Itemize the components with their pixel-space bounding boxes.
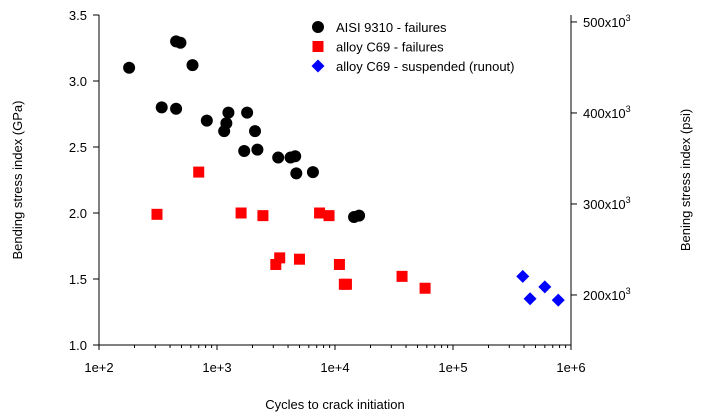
- data-point-square: [396, 270, 408, 282]
- legend-marker-square: [312, 41, 324, 52]
- x-axis-ticks: 1e+2 1e+3 1e+4 1e+5 1e+6: [84, 345, 586, 375]
- y-tick-label: 3.0: [69, 74, 87, 89]
- y-axis-ticks: 1.0 1.5 2.0 2.5 3.0 3.5: [69, 8, 99, 353]
- data-point-circle: [238, 144, 251, 157]
- data-point-diamond: [551, 293, 565, 307]
- data-point-circle: [241, 106, 254, 119]
- y2-tick-label: 500x103: [583, 13, 631, 30]
- data-point-square: [314, 207, 326, 219]
- data-point-square: [340, 278, 352, 290]
- data-point-circle: [220, 117, 233, 130]
- x-tick-label: 1e+3: [202, 360, 231, 375]
- data-point-square: [293, 253, 305, 265]
- y2-axis-ticks: 200x103 300x103 400x103 500x103: [571, 13, 631, 303]
- y-tick-label: 1.0: [69, 338, 87, 353]
- data-point-circle: [272, 151, 285, 164]
- data-point-circle: [123, 61, 136, 74]
- x-tick-label: 1e+4: [320, 360, 349, 375]
- legend-marker-circle: [312, 21, 324, 33]
- data-point-circle: [170, 102, 183, 115]
- y2-tick-label: 400x103: [583, 104, 631, 121]
- data-point-diamond: [516, 269, 530, 283]
- data-point-square: [274, 252, 286, 264]
- legend-label: alloy C69 - failures: [336, 40, 444, 55]
- data-point-circle: [251, 143, 264, 156]
- data-point-circle: [174, 36, 187, 49]
- y2-axis-title: Bening stress index (psi): [678, 109, 693, 251]
- data-point-circle: [222, 106, 235, 119]
- data-point-square: [193, 166, 205, 178]
- y-tick-label: 2.0: [69, 206, 87, 221]
- data-point-circle: [249, 125, 262, 138]
- data-markers: [123, 35, 565, 307]
- y-tick-label: 3.5: [69, 8, 87, 23]
- data-point-square: [323, 210, 335, 222]
- data-point-circle: [289, 150, 302, 163]
- x-tick-label: 1e+6: [556, 360, 585, 375]
- y2-tick-label: 200x103: [583, 286, 631, 303]
- y-tick-label: 2.5: [69, 140, 87, 155]
- x-tick-label: 1e+5: [438, 360, 467, 375]
- data-point-square: [151, 208, 163, 220]
- data-point-circle: [306, 166, 319, 179]
- data-point-diamond: [523, 292, 537, 306]
- legend-marker-diamond: [311, 59, 325, 73]
- data-point-square: [257, 210, 269, 222]
- data-point-square: [235, 207, 247, 219]
- data-point-circle: [155, 101, 168, 114]
- y-axis-title: Bending stress index (GPa): [10, 101, 25, 260]
- data-point-circle: [186, 59, 199, 72]
- legend: AISI 9310 - failures alloy C69 - failures…: [311, 20, 515, 74]
- data-point-diamond: [538, 280, 552, 294]
- x-axis-title: Cycles to crack initiation: [265, 397, 404, 412]
- data-point-square: [270, 258, 282, 270]
- legend-label: AISI 9310 - failures: [336, 20, 447, 35]
- data-point-circle: [290, 167, 303, 180]
- data-point-square: [333, 258, 345, 270]
- data-point-circle: [353, 209, 366, 222]
- y2-tick-label: 300x103: [583, 195, 631, 212]
- data-point-circle: [200, 114, 213, 127]
- y-tick-label: 1.5: [69, 272, 87, 287]
- x-tick-label: 1e+2: [84, 360, 113, 375]
- legend-label: alloy C69 - suspended (runout): [336, 59, 515, 74]
- data-point-square: [419, 282, 431, 294]
